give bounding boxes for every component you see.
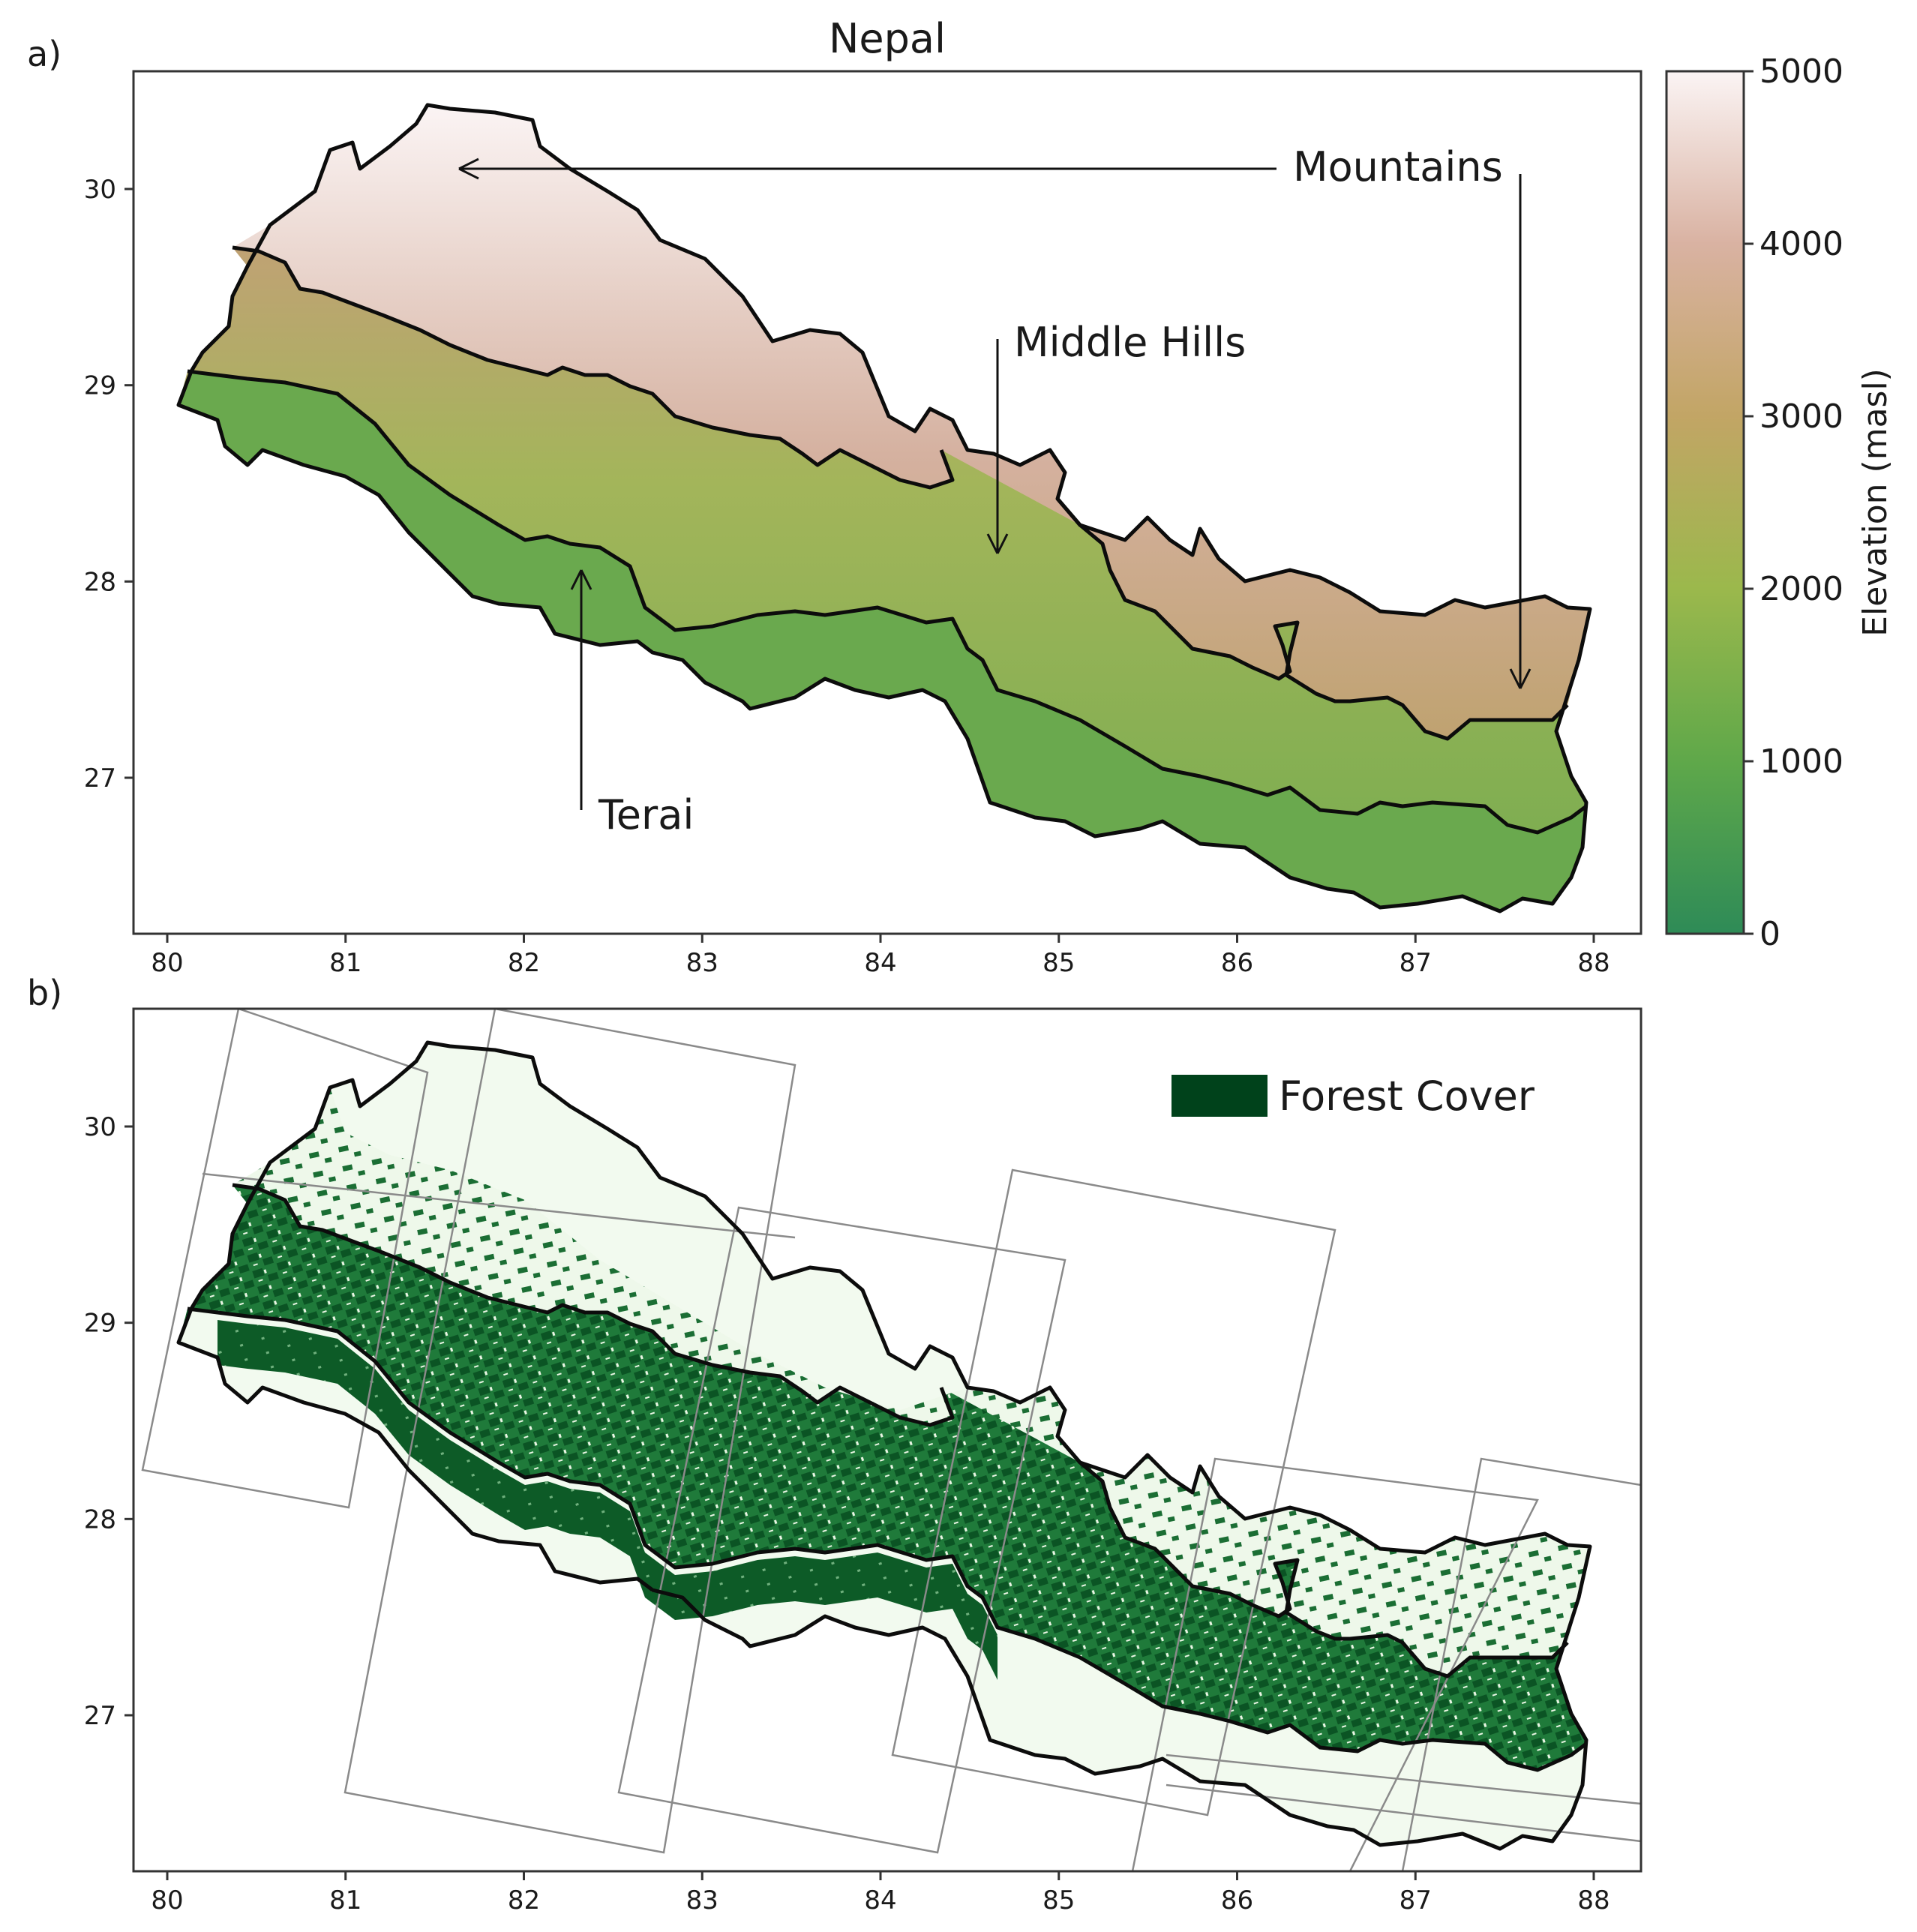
y-tick-label: 28	[84, 1504, 116, 1534]
scene-footprint	[141, 1009, 429, 1509]
x-tick-label: 86	[1221, 1886, 1253, 1916]
terai-hills-boundary	[187, 369, 1588, 835]
scene-footprint	[617, 1206, 1066, 1854]
colorbar-gradient	[1666, 71, 1744, 934]
colorbar-tick-label: 0	[1760, 915, 1780, 953]
nepal-border	[176, 103, 1592, 914]
panel-a-y-axis: 27 28 29 30	[84, 175, 134, 794]
x-tick-label: 82	[508, 1886, 540, 1916]
panel-b-frame	[132, 1007, 1642, 1873]
scene-footprint	[344, 1009, 796, 1854]
x-tick-label: 80	[151, 1886, 183, 1916]
nepal-border	[176, 1040, 1592, 1851]
colorbar-label: Elevation (masl)	[1856, 368, 1894, 637]
x-tick-label: 80	[151, 948, 183, 978]
hills-mountains-boundary	[232, 245, 1569, 741]
middle-hills-forest	[178, 1185, 1586, 1770]
hills-mountains-boundary	[232, 1183, 1569, 1678]
mountains-label: Mountains	[1293, 143, 1503, 190]
middle-hills-elevation-fill	[178, 248, 1586, 832]
x-tick-label: 81	[329, 948, 362, 978]
colorbar-tick-label: 5000	[1760, 52, 1844, 91]
x-tick-label: 86	[1221, 948, 1253, 978]
terai-hills-boundary	[187, 1306, 1588, 1772]
satellite-scene-footprints	[141, 1009, 1641, 1871]
panel-a-frame	[132, 70, 1642, 935]
terai-annotation: Terai	[570, 569, 694, 838]
x-tick-label: 85	[1042, 1886, 1075, 1916]
x-tick-label: 83	[686, 948, 718, 978]
x-tick-label: 83	[686, 1886, 718, 1916]
terai-arrowhead	[570, 569, 592, 590]
colorbar-ticks: 0 1000 2000 3000 4000 5000	[1744, 52, 1844, 953]
panel-b-label: b)	[27, 973, 62, 1013]
panel-b-y-axis: 27 28 29 30	[84, 1112, 134, 1731]
middle-hills-label: Middle Hills	[1014, 319, 1246, 366]
y-tick-label: 30	[84, 175, 116, 205]
x-tick-label: 87	[1400, 948, 1432, 978]
middle-hills-arrowhead	[986, 533, 1009, 554]
scene-footprint	[1166, 1784, 1641, 1843]
mountains-arrowhead-left	[458, 158, 479, 180]
colorbar-frame	[1665, 70, 1745, 935]
panel-a-title: Nepal	[829, 15, 946, 62]
terai-label: Terai	[598, 791, 694, 838]
x-tick-label: 87	[1400, 1886, 1432, 1916]
elevation-colorbar: 0 1000 2000 3000 4000 5000 Elevation (masl)	[1665, 52, 1894, 953]
x-tick-label: 88	[1577, 1886, 1610, 1916]
mountains-arrowhead-down	[1509, 668, 1532, 689]
forest-legend-swatch	[1172, 1075, 1268, 1117]
middle-hills-annotation: Middle Hills	[986, 319, 1246, 554]
forest-legend-label: Forest Cover	[1279, 1072, 1535, 1120]
x-tick-label: 81	[329, 1886, 362, 1916]
scene-footprint	[202, 1172, 796, 1239]
y-tick-label: 29	[84, 371, 116, 401]
y-tick-label: 29	[84, 1309, 116, 1339]
x-tick-label: 84	[864, 1886, 896, 1916]
y-tick-label: 27	[84, 1701, 116, 1731]
colorbar-tick-label: 1000	[1760, 742, 1844, 781]
mountains-non-forest	[330, 1042, 968, 1410]
forest-legend: Forest Cover	[1172, 1072, 1535, 1120]
scene-footprint	[1401, 1457, 1641, 1871]
panel-a-x-axis: 80 81 82 83 84 85 86 87 88	[151, 934, 1610, 978]
x-tick-label: 85	[1042, 948, 1075, 978]
y-tick-label: 27	[84, 764, 116, 794]
colorbar-tick-label: 2000	[1760, 570, 1844, 608]
scene-footprint	[1166, 1754, 1641, 1805]
colorbar-tick-label: 3000	[1760, 398, 1844, 436]
x-tick-label: 88	[1577, 948, 1610, 978]
panel-b-x-axis: 80 81 82 83 84 85 86 87 88	[151, 1871, 1610, 1916]
siwalik-forest-band	[218, 1320, 998, 1680]
panel-a-label: a)	[27, 34, 62, 74]
mountains-annotation: Mountains	[458, 143, 1532, 689]
x-tick-label: 82	[508, 948, 540, 978]
scene-footprint	[1131, 1457, 1539, 1871]
y-tick-label: 30	[84, 1112, 116, 1142]
x-tick-label: 84	[864, 948, 896, 978]
colorbar-tick-label: 4000	[1760, 225, 1844, 263]
y-tick-label: 28	[84, 567, 116, 597]
panel-b-forest-map: b) 80 81 82 83 84 85 86 87 88 27 28 29 30 Forest Co…	[27, 973, 1642, 1916]
panel-a-elevation-map: a) Nepal 80 81 82 83 84 85 86 87 88 27 28 29 30 Mou…	[27, 15, 1894, 978]
